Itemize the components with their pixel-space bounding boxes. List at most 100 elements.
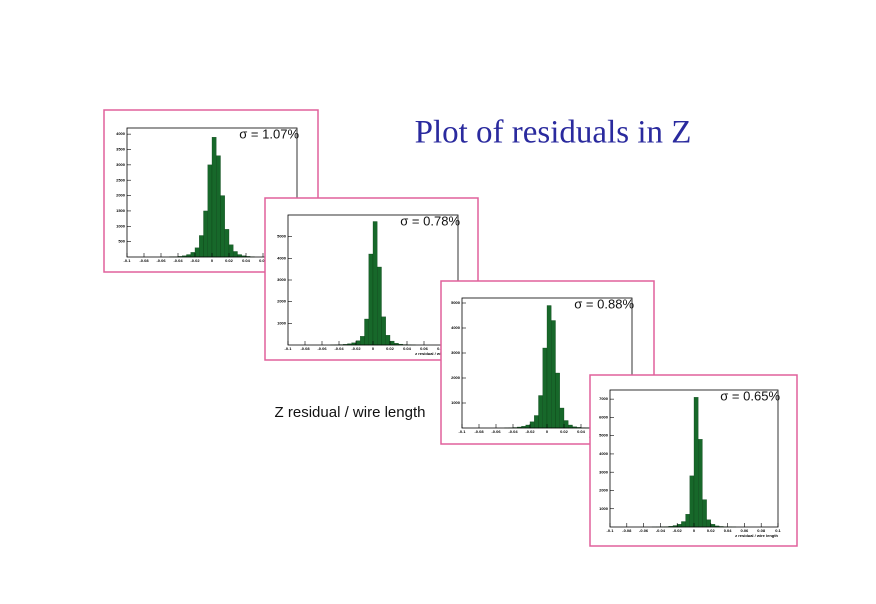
- sigma-annotation: σ = 0.65%: [720, 388, 780, 403]
- histogram-bar: [381, 316, 386, 346]
- y-tick-label: 3500: [116, 147, 126, 152]
- x-tick-label: -0.04: [334, 346, 344, 351]
- x-tick-label: 0.1: [775, 528, 781, 533]
- x-tick-label: 0.02: [386, 346, 395, 351]
- y-tick-label: 3000: [451, 350, 461, 355]
- x-tick-label: -0.08: [300, 346, 310, 351]
- y-tick-label: 1000: [116, 223, 126, 228]
- sigma-annotation: σ = 0.88%: [574, 296, 634, 311]
- histogram-bar: [542, 347, 548, 429]
- caption: Z residual / wire length: [275, 404, 426, 421]
- histogram-bar: [706, 519, 711, 528]
- x-axis-label: z residual / wire length: [735, 533, 778, 538]
- histogram-bar: [364, 318, 369, 346]
- histogram-bar: [220, 195, 225, 258]
- slide-title: Plot of residuals in Z: [415, 115, 692, 151]
- histogram-bar: [389, 340, 395, 346]
- histogram-bar: [368, 253, 374, 346]
- histogram-bar: [710, 524, 716, 528]
- x-tick-label: -0.08: [474, 429, 484, 434]
- histogram-bar: [555, 372, 560, 429]
- histogram-bar: [203, 210, 208, 258]
- x-tick-label: 0: [693, 528, 696, 533]
- y-tick-label: 4000: [277, 255, 287, 260]
- x-tick-label: -0.06: [156, 258, 166, 263]
- histogram-bar: [534, 415, 539, 429]
- histogram-bar: [224, 229, 230, 258]
- y-tick-label: 1000: [277, 320, 287, 325]
- histogram-bar: [194, 247, 200, 258]
- histogram-bar: [372, 221, 378, 346]
- histogram-panel: 1000 2000 3000 4000 5000 6000 7000 -0.1 -0.08 -0.…: [589, 374, 798, 547]
- x-tick-label: 0: [211, 258, 214, 263]
- x-tick-label: 0.04: [242, 258, 251, 263]
- x-tick-label: -0.02: [351, 346, 361, 351]
- x-tick-label: -0.1: [459, 429, 467, 434]
- x-tick-label: 0: [372, 346, 375, 351]
- y-tick-label: 1000: [599, 506, 609, 511]
- x-tick-label: -0.1: [285, 346, 293, 351]
- x-tick-label: -0.02: [673, 528, 683, 533]
- y-tick-label: 4000: [451, 325, 461, 330]
- y-tick-label: 4000: [116, 131, 126, 136]
- x-tick-label: 0.06: [259, 258, 268, 263]
- x-tick-label: 0.08: [757, 528, 766, 533]
- histogram-bar: [546, 305, 552, 429]
- sigma-annotation: σ = 0.78%: [400, 213, 460, 228]
- x-tick-label: -0.08: [139, 258, 149, 263]
- histogram-bar: [559, 407, 565, 429]
- histogram-bar: [216, 155, 221, 258]
- x-tick-label: -0.1: [124, 258, 132, 263]
- histogram-bar: [190, 252, 196, 258]
- histogram-bar: [228, 244, 234, 258]
- x-tick-label: -0.02: [190, 258, 200, 263]
- x-tick-label: -0.04: [656, 528, 666, 533]
- y-tick-label: 5000: [451, 300, 461, 305]
- histogram-bar: [693, 397, 699, 528]
- y-tick-label: 4000: [599, 451, 609, 456]
- histogram-bar: [385, 335, 391, 346]
- histogram-bar: [685, 514, 690, 528]
- x-tick-label: 0.04: [724, 528, 733, 533]
- histogram-bar: [211, 137, 217, 258]
- y-tick-label: 2500: [116, 177, 126, 182]
- histogram-bar: [538, 395, 543, 429]
- histogram-bar: [681, 521, 686, 528]
- y-tick-label: 7000: [599, 396, 609, 401]
- y-tick-label: 3000: [277, 277, 287, 282]
- sigma-annotation: σ = 1.07%: [239, 126, 299, 141]
- y-tick-label: 2000: [599, 488, 609, 493]
- histogram-bar: [199, 235, 204, 258]
- x-tick-label: 0: [546, 429, 549, 434]
- y-tick-label: 1500: [116, 208, 126, 213]
- histogram-bar: [551, 320, 556, 429]
- histogram-bar: [568, 424, 573, 429]
- y-tick-label: 2000: [116, 193, 126, 198]
- y-tick-label: 1000: [451, 400, 461, 405]
- histogram-bar: [529, 421, 535, 429]
- histogram-bar: [525, 424, 531, 429]
- y-tick-label: 2000: [451, 375, 461, 380]
- histogram-bar: [360, 336, 365, 346]
- y-tick-label: 3000: [116, 162, 126, 167]
- x-tick-label: -0.06: [491, 429, 501, 434]
- x-tick-label: -0.02: [525, 429, 535, 434]
- x-tick-label: 0.04: [577, 429, 586, 434]
- x-tick-label: -0.06: [317, 346, 327, 351]
- x-tick-label: -0.1: [607, 528, 615, 533]
- histogram-bar: [355, 340, 361, 346]
- x-tick-label: 0.06: [420, 346, 429, 351]
- y-tick-label: 6000: [599, 414, 609, 419]
- x-tick-label: -0.06: [639, 528, 649, 533]
- x-tick-label: 0.02: [707, 528, 716, 533]
- x-tick-label: -0.04: [508, 429, 518, 434]
- y-tick-label: 2000: [277, 299, 287, 304]
- x-tick-label: -0.08: [622, 528, 632, 533]
- x-tick-label: 0.02: [225, 258, 234, 263]
- x-axis-label: z residual / wire length: [415, 351, 458, 356]
- histogram-bar: [233, 251, 238, 258]
- x-tick-label: -0.04: [173, 258, 183, 263]
- histogram-bar: [702, 499, 707, 528]
- histogram-bar: [207, 164, 213, 258]
